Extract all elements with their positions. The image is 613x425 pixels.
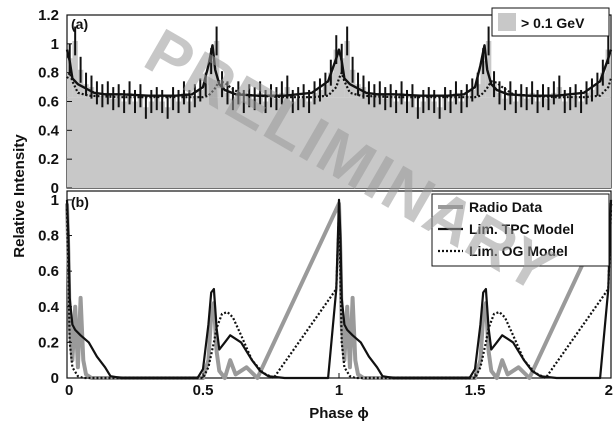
panel-a-y-tick-label: 1.2 bbox=[38, 7, 59, 24]
legend-gamma-label: > 0.1 GeV bbox=[521, 15, 585, 31]
panel-a-y-tick-label: 0.4 bbox=[38, 122, 60, 139]
panel-b: 0 0.2 0.4 0.6 0.8 1 0 0.5 1 1.5 2 (b) Radio Data … bbox=[38, 190, 613, 399]
panel-a-legend-box bbox=[491, 7, 610, 37]
panel-a-y-tick-label: 0.2 bbox=[38, 151, 59, 168]
gamma-histogram-bar bbox=[339, 58, 345, 98]
gamma-histogram-bar bbox=[208, 61, 214, 98]
panel-a-series bbox=[65, 26, 613, 119]
panel-b-legend: Radio Data Lim. TPC Model Lim. OG Model bbox=[431, 193, 610, 267]
panel-b-x-ticks: 0 0.5 1 1.5 2 bbox=[65, 373, 613, 399]
panel-a-y-tick-label: 0.8 bbox=[38, 65, 59, 82]
panel-b-y-tick-label: 0.6 bbox=[38, 263, 59, 280]
gamma-background-fill bbox=[67, 97, 611, 188]
x-tick-label: 1 bbox=[335, 382, 343, 399]
panel-a-y-tick-label: 0 bbox=[51, 180, 59, 197]
panel-a-y-ticks: 0 0.2 0.4 0.6 0.8 1 1.2 bbox=[38, 7, 72, 197]
panel-b-y-tick-label: 0.2 bbox=[38, 334, 59, 351]
gamma-histogram-bar bbox=[213, 40, 220, 98]
legend-og-label: Lim. OG Model bbox=[469, 243, 568, 259]
panel-a-og-model-line bbox=[66, 71, 613, 99]
panel-a-gamma-fill bbox=[67, 97, 611, 188]
y-axis-title: Relative Intensity bbox=[11, 134, 28, 258]
panel-a: 0 0.2 0.4 0.6 0.8 1 1.2 (a) > 0.1 GeV bbox=[38, 7, 613, 197]
gamma-histogram-bar bbox=[72, 40, 78, 98]
x-tick-label: 0.5 bbox=[193, 382, 214, 399]
gamma-histogram-bar bbox=[67, 58, 73, 98]
panel-a-legend: > 0.1 GeV bbox=[491, 7, 610, 37]
gamma-histogram-bar bbox=[480, 61, 486, 98]
gamma-histogram-bar bbox=[333, 49, 339, 98]
panel-b-y-tick-label: 0 bbox=[51, 370, 59, 387]
panel-a-y-tick-label: 0.6 bbox=[38, 94, 59, 111]
panel-a-label: (a) bbox=[71, 16, 88, 32]
legend-gamma-swatch bbox=[498, 13, 516, 31]
legend-radio-label: Radio Data bbox=[469, 199, 542, 215]
panel-b-y-tick-label: 0.8 bbox=[38, 228, 59, 245]
gamma-histogram-bar bbox=[349, 69, 356, 98]
x-tick-label: 0 bbox=[65, 382, 73, 399]
legend-tpc-label: Lim. TPC Model bbox=[469, 221, 574, 237]
panel-a-tpc-model-line bbox=[65, 44, 613, 97]
gamma-histogram-bar bbox=[77, 69, 84, 98]
panel-b-y-ticks: 0 0.2 0.4 0.6 0.8 1 bbox=[38, 192, 72, 387]
panel-b-tpc-model-line bbox=[65, 198, 613, 380]
x-tick-label: 2 bbox=[605, 382, 613, 399]
panel-b-series bbox=[65, 198, 613, 380]
gamma-histogram-bar bbox=[605, 49, 611, 98]
x-axis-title: Phase ϕ bbox=[309, 405, 369, 422]
panel-b-y-tick-label: 1 bbox=[51, 192, 59, 209]
panel-a-y-tick-label: 1 bbox=[51, 36, 59, 53]
gamma-histogram-bar bbox=[485, 40, 492, 98]
panel-b-y-tick-label: 0.4 bbox=[38, 299, 60, 316]
gamma-histogram-bar bbox=[344, 40, 350, 98]
x-tick-label: 1.5 bbox=[465, 382, 486, 399]
panel-b-label: (b) bbox=[71, 194, 89, 210]
